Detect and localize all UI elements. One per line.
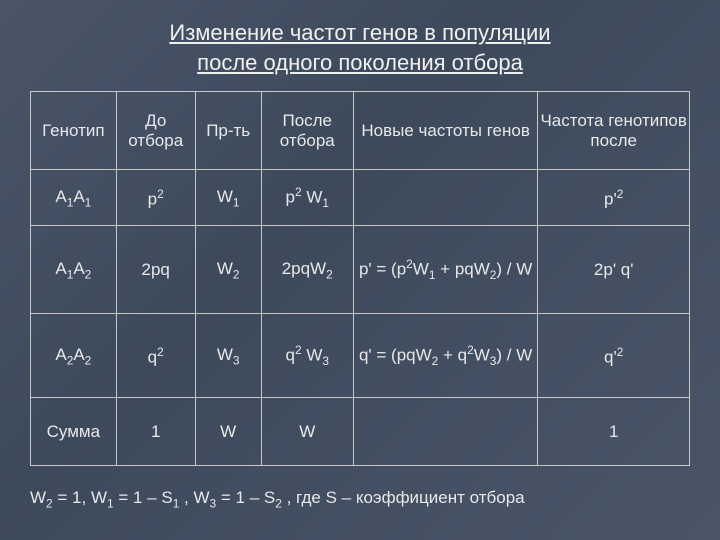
cell-fitness: W1 bbox=[195, 170, 261, 226]
table-header-row: Генотип До отбора Пр-ть После отбора Нов… bbox=[31, 92, 690, 170]
cell-genotype: A1A1 bbox=[31, 170, 117, 226]
cell-before: q2 bbox=[116, 314, 195, 398]
cell-genofreq: 2p' q' bbox=[538, 226, 690, 314]
table-row: A1A1 p2 W1 p2 W1 p'2 bbox=[31, 170, 690, 226]
cell-genofreq: 1 bbox=[538, 398, 690, 466]
header-genotype: Генотип bbox=[31, 92, 117, 170]
cell-newfreq bbox=[353, 398, 538, 466]
cell-genotype: A2A2 bbox=[31, 314, 117, 398]
footer-formula: W2 = 1, W1 = 1 – S1 , W3 = 1 – S2 , где … bbox=[30, 488, 690, 510]
title-line2: после одного поколения отбора bbox=[197, 50, 523, 75]
frequency-table: Генотип До отбора Пр-ть После отбора Нов… bbox=[30, 91, 690, 466]
header-before: До отбора bbox=[116, 92, 195, 170]
table-row: A1A2 2pq W2 2pqW2 p' = (p2W1 + pqW2) / W… bbox=[31, 226, 690, 314]
cell-newfreq: p' = (p2W1 + pqW2) / W bbox=[353, 226, 538, 314]
header-fitness: Пр-ть bbox=[195, 92, 261, 170]
cell-genotype: Сумма bbox=[31, 398, 117, 466]
header-newfreq: Новые частоты генов bbox=[353, 92, 538, 170]
cell-before: p2 bbox=[116, 170, 195, 226]
cell-after: W bbox=[261, 398, 353, 466]
header-after: После отбора bbox=[261, 92, 353, 170]
cell-after: 2pqW2 bbox=[261, 226, 353, 314]
cell-before: 1 bbox=[116, 398, 195, 466]
cell-genofreq: q'2 bbox=[538, 314, 690, 398]
cell-before: 2pq bbox=[116, 226, 195, 314]
table-row: A2A2 q2 W3 q2 W3 q' = (pqW2 + q2W3) / W … bbox=[31, 314, 690, 398]
title-line1: Изменение частот генов в популяции bbox=[169, 20, 550, 45]
cell-newfreq: q' = (pqW2 + q2W3) / W bbox=[353, 314, 538, 398]
cell-fitness: W2 bbox=[195, 226, 261, 314]
page-title: Изменение частот генов в популяции после… bbox=[30, 18, 690, 77]
cell-fitness: W bbox=[195, 398, 261, 466]
cell-newfreq bbox=[353, 170, 538, 226]
cell-after: q2 W3 bbox=[261, 314, 353, 398]
table-row: Сумма 1 W W 1 bbox=[31, 398, 690, 466]
header-genofreq: Частота генотипов после bbox=[538, 92, 690, 170]
cell-genotype: A1A2 bbox=[31, 226, 117, 314]
cell-after: p2 W1 bbox=[261, 170, 353, 226]
cell-fitness: W3 bbox=[195, 314, 261, 398]
cell-genofreq: p'2 bbox=[538, 170, 690, 226]
